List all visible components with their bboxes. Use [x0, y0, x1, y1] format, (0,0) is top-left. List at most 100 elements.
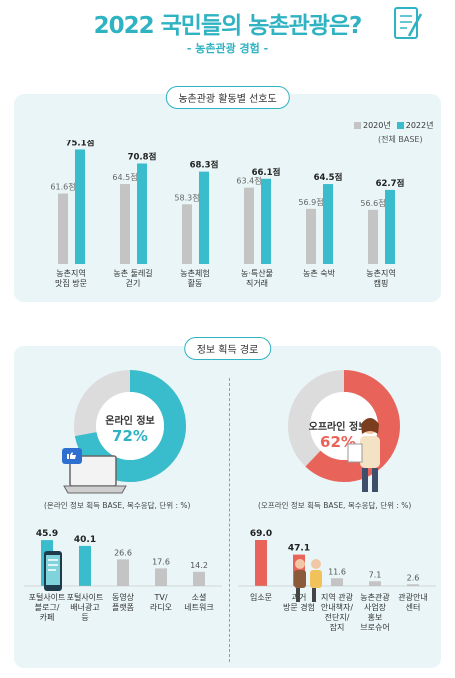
channel-value-label: 7.1	[369, 570, 382, 579]
donut-segment	[74, 370, 186, 482]
section-divider	[229, 378, 230, 662]
category-label: 농촌지역	[56, 268, 85, 278]
people-talking-illustration	[294, 559, 322, 602]
bar-2022	[385, 189, 395, 264]
channel-category-label: 네트워크	[184, 603, 213, 612]
bar-value-label: 68.3점	[190, 160, 219, 171]
category-label: 농촌 둘레길	[113, 269, 152, 278]
online-note: (온라인 정보 획득 BASE, 복수응답, 단위 : %)	[44, 501, 191, 510]
base-note: (전체 BASE)	[378, 135, 423, 144]
category-label: 농촌체험	[180, 268, 209, 278]
offline-note: (오프라인 정보 획득 BASE, 복수응답, 단위 : %)	[258, 501, 412, 510]
channel-bar	[79, 545, 91, 586]
bar-2022	[75, 149, 85, 264]
online-donut-chart	[74, 370, 186, 482]
category-label: 농촌 숙박	[303, 268, 336, 278]
channel-category-label: 지역 관광	[321, 592, 354, 602]
bar-value-label: 56.6점	[360, 198, 385, 208]
preference-panel	[14, 94, 441, 302]
channel-value-label: 14.2	[190, 561, 208, 570]
channel-value-label: 26.6	[114, 548, 132, 557]
legend-2020: 2020년	[354, 120, 391, 131]
channel-category-label: 잡지	[330, 622, 345, 632]
chart-legend: 2020년 2022년	[354, 120, 433, 131]
channel-category-label: 소셜	[192, 593, 207, 602]
channel-value-label: 17.6	[152, 557, 170, 566]
channel-value-label: 2.6	[407, 573, 420, 582]
category-label: 직거래	[246, 278, 268, 288]
category-label: 캠핑	[374, 278, 389, 288]
phone-icon	[44, 551, 62, 591]
category-label: 걷기	[126, 278, 141, 288]
channel-category-label: 포털사이트	[29, 592, 66, 602]
bar-2020	[120, 184, 130, 264]
legend-2022: 2022년	[396, 120, 433, 131]
bar-value-label: 62.7점	[376, 178, 405, 189]
channel-category-label: 센터	[406, 602, 421, 612]
online-donut-percent: 72%	[112, 427, 148, 445]
channel-value-label: 40.1	[74, 535, 96, 545]
channel-value-label: 11.6	[328, 567, 346, 576]
channel-category-label: 블로그/	[35, 602, 60, 612]
page-title: 2022 국민들의 농촌관광은?	[93, 13, 363, 39]
bar-value-label: 56.9점	[298, 197, 323, 207]
category-label: 농·특산물	[241, 268, 273, 278]
bar-value-label: 58.3점	[174, 192, 199, 202]
channel-category-label: 동영상	[112, 592, 135, 602]
online-donut-label: 온라인 정보	[105, 416, 155, 427]
offline-donut-chart	[288, 370, 400, 482]
bar-2022	[261, 178, 271, 264]
channel-category-label: 홍보	[368, 612, 383, 622]
channel-bar	[407, 584, 419, 586]
bar-2022	[323, 184, 333, 264]
bar-2020	[58, 193, 68, 264]
channel-category-label: 안내책자/	[321, 602, 353, 612]
donut-hole	[96, 392, 164, 460]
offline-donut-percent: 62%	[320, 433, 356, 451]
laptop-icon	[62, 448, 127, 494]
woman-with-flyer-illustration	[347, 418, 380, 492]
bar-value-label: 61.6점	[50, 182, 75, 192]
bar-2022	[199, 171, 209, 264]
channel-category-label: 등	[81, 613, 88, 622]
bar-value-label: 75.1점	[66, 140, 95, 148]
channel-bar	[117, 559, 129, 586]
channel-category-label: 배너광고	[70, 602, 99, 612]
channel-bar	[255, 540, 267, 586]
bar-2020	[368, 209, 378, 264]
bar-2020	[182, 204, 192, 264]
category-label: 활동	[188, 278, 203, 288]
bar-value-label: 64.5점	[112, 172, 137, 182]
channel-bar	[155, 568, 167, 586]
channel-category-label: 플랫폼	[112, 602, 134, 612]
channel-category-label: 관광안내	[398, 592, 427, 602]
bar-value-label: 70.8점	[128, 151, 157, 162]
info-source-heading: 정보 획득 경로	[183, 337, 272, 360]
donut-segment	[288, 370, 400, 482]
category-label: 맛집 방문	[55, 278, 87, 288]
channel-value-label: 69.0	[250, 529, 272, 539]
channel-category-label: 사업장	[364, 602, 387, 612]
bar-value-label: 66.1점	[252, 167, 281, 178]
preference-heading: 농촌관광 활동별 선호도	[165, 86, 290, 109]
offline-donut-label: 오프라인 정보	[308, 422, 368, 433]
channel-category-label: 입소문	[250, 593, 272, 602]
channel-category-label: 전단지/	[325, 612, 350, 622]
channel-bar	[193, 571, 205, 586]
bar-2022	[137, 163, 147, 264]
channel-category-label: 농촌관광	[360, 592, 390, 602]
bar-2020	[244, 187, 254, 264]
channel-bar	[331, 578, 343, 586]
channel-value-label: 47.1	[288, 544, 310, 554]
channel-category-label: TV/	[153, 593, 167, 602]
channel-category-label: 라디오	[150, 603, 172, 612]
channel-category-label: 방문 경험	[283, 602, 315, 612]
channel-category-label: 카페	[40, 612, 55, 622]
channel-bar	[369, 581, 381, 586]
category-label: 농촌지역	[366, 268, 395, 278]
bar-2020	[306, 208, 316, 264]
channel-category-label: 포털사이트	[67, 592, 104, 602]
